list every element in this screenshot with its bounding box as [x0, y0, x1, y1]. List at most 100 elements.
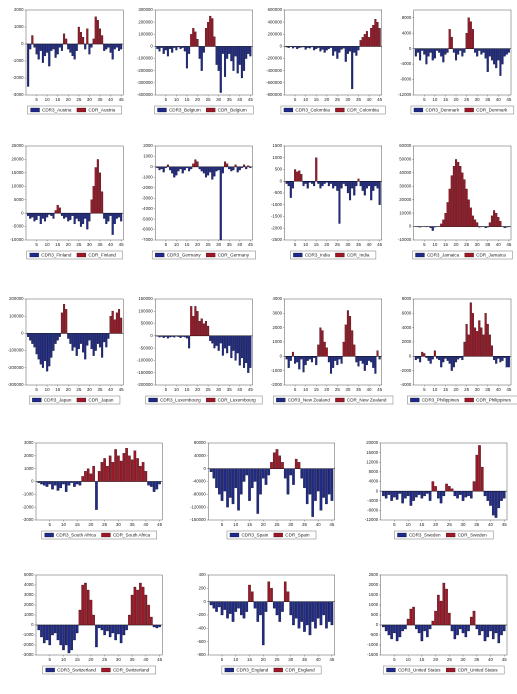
x-tick-label: 20 — [88, 657, 94, 662]
y-tick-label: -4000 — [367, 498, 379, 503]
y-tick-label: 5000 — [14, 197, 24, 202]
bar — [340, 181, 343, 189]
x-tick-label: 35 — [97, 97, 103, 102]
y-tick-label: 20000 — [366, 440, 379, 445]
x-tick-label: 40 — [367, 387, 373, 392]
bar — [54, 333, 57, 344]
x-tick-label: 20 — [454, 242, 460, 247]
x-tick-label: 35 — [130, 657, 136, 662]
y-tick-label: 4000 — [402, 30, 412, 35]
x-tick-label: 15 — [314, 242, 320, 247]
bar — [111, 213, 114, 235]
bar — [158, 46, 161, 52]
bar — [444, 356, 447, 359]
bar — [177, 46, 180, 48]
bar — [476, 48, 479, 57]
x-tick-label: 45 — [377, 242, 383, 247]
bar — [97, 471, 101, 482]
bar — [438, 356, 441, 361]
bar — [450, 175, 453, 227]
x-tick-label: 40 — [108, 387, 114, 392]
x-tick-label: 25 — [206, 97, 212, 102]
bar — [90, 199, 93, 214]
bar — [60, 213, 63, 216]
x-tick-label: 5 — [294, 242, 297, 247]
bar — [188, 335, 191, 349]
y-tick-label: -800000 — [266, 92, 282, 97]
bar — [351, 330, 354, 357]
x-tick-label: 10 — [61, 522, 67, 527]
bar — [249, 335, 252, 368]
bar — [155, 481, 159, 490]
bar — [56, 624, 60, 641]
y-tick-label: 0 — [376, 488, 379, 493]
bar — [310, 356, 314, 363]
bar — [308, 356, 311, 360]
y-tick-label: 100000 — [138, 31, 153, 36]
bar — [314, 601, 317, 629]
x-tick-label: 10 — [406, 522, 412, 527]
y-tick-label: 200000 — [138, 19, 153, 24]
bar — [336, 46, 339, 59]
bar — [448, 486, 451, 492]
legend-box — [290, 250, 377, 260]
bar — [185, 166, 188, 169]
bar — [75, 213, 78, 219]
y-tick-label: 1000 — [24, 466, 34, 471]
bar — [311, 468, 314, 517]
bar — [365, 356, 368, 366]
bar — [45, 481, 49, 487]
legend: CDR3_Denmark CDR_Denmark — [410, 105, 515, 115]
x-tick-label: 40 — [488, 657, 494, 662]
bar — [419, 226, 422, 228]
bar — [95, 624, 98, 648]
bar — [35, 213, 38, 220]
bar — [177, 335, 180, 337]
bar — [243, 164, 246, 168]
bar — [321, 330, 324, 357]
legend-box — [154, 105, 254, 115]
bar — [267, 468, 271, 476]
bar — [115, 213, 118, 219]
bar — [113, 43, 116, 50]
bar — [361, 181, 364, 191]
legend-label: CDR_Philippines — [476, 397, 511, 402]
bar — [221, 335, 224, 356]
legend-swatch — [148, 397, 158, 403]
plot-frame — [155, 145, 253, 241]
bar — [240, 46, 243, 79]
y-tick-label: 100000 — [9, 313, 24, 318]
legend-box — [27, 105, 122, 115]
bar — [270, 462, 273, 469]
bar — [416, 356, 420, 359]
bar — [95, 481, 98, 510]
y-tick-label: 10000 — [399, 210, 412, 215]
y-tick-label: -2000 — [400, 368, 412, 373]
bar — [456, 624, 459, 636]
y-tick-label: 10000 — [12, 183, 25, 188]
legend-swatch — [101, 667, 111, 673]
x-tick-label: 45 — [506, 242, 512, 247]
bar — [73, 481, 76, 487]
x-tick-label: 25 — [76, 97, 82, 102]
bar — [490, 215, 493, 227]
bar — [459, 624, 462, 630]
bar — [242, 468, 246, 482]
bar — [53, 481, 57, 486]
bar — [456, 491, 459, 499]
bar — [213, 166, 216, 177]
bar — [122, 624, 126, 636]
bar — [70, 481, 73, 483]
bar — [361, 356, 364, 364]
bar — [471, 313, 474, 357]
bar — [495, 356, 498, 364]
bar — [194, 306, 197, 336]
chart-panel: -400000 -300000 -200000 -100000 0 100000 20000… — [137, 7, 254, 115]
legend-box — [280, 105, 386, 115]
y-tick-label: -600 — [197, 639, 206, 644]
legend-label: CDR3_United States — [398, 667, 441, 672]
bar — [94, 16, 97, 45]
bar — [423, 491, 426, 497]
legend-swatch — [283, 107, 294, 113]
chart-panel: -12000 -8000 -4000 0 4000 8000 12000 16000 20000… — [365, 440, 508, 540]
